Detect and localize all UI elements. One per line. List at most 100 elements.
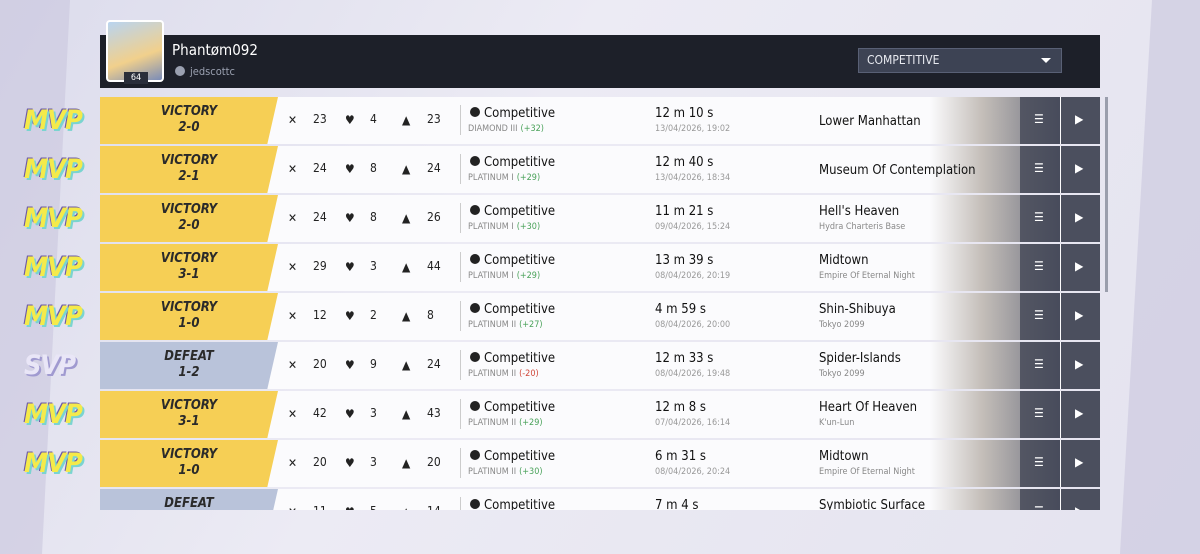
assists-icon: ▲ [402,162,411,176]
rank-change: (+32) [520,124,544,134]
map-name: Shin-Shibuya [819,302,896,317]
details-button[interactable]: ☰ [1020,244,1060,291]
score: 2-0 [178,120,200,135]
mode: Competitive [470,400,555,415]
deaths: 9 [370,357,377,371]
badge: MVP [24,105,83,136]
deaths: 3 [370,406,377,420]
match-row[interactable]: VICTORY 3-1 ✕ 42 ♥ 3 ▲ 43 Competitive PLATINUM II… [100,391,1100,438]
details-button[interactable]: ☰ [1020,146,1060,193]
score: 1-0 [178,316,200,331]
duration: 12 m 40 s [655,155,714,170]
rank: PLATINUM II [468,369,517,379]
match-row[interactable]: DEFEAT ✕ 11 ♥ 5 ▲ 14 Competitive 7 m 4 s Symbioti… [100,489,1100,510]
result: VICTORY [160,153,218,168]
rank-change: (+30) [516,222,541,232]
mode: Competitive [470,351,555,366]
assists: 20 [427,455,441,469]
mode: Competitive [470,449,555,464]
replay-button[interactable]: ▶ [1061,293,1100,340]
separator [460,350,461,380]
map-name: Hell's Heaven [819,204,900,219]
assists-icon: ▲ [402,211,411,225]
details-button[interactable]: ☰ [1020,293,1060,340]
rank-change: (+29) [516,271,541,281]
replay-button[interactable]: ▶ [1061,440,1100,487]
deaths-icon: ♥ [345,407,355,421]
rank-change: (-20) [519,369,539,379]
match-row[interactable]: VICTORY 2-0 ✕ 23 ♥ 4 ▲ 23 Competitive DIAMOND III… [100,97,1100,144]
replay-button[interactable]: ▶ [1061,489,1100,510]
score: 3-1 [178,414,200,429]
handle: jedscottc [190,65,235,78]
deaths-icon: ♥ [345,358,355,372]
result-panel: VICTORY 2-0 [100,97,278,144]
match-row[interactable]: VICTORY 2-1 ✕ 24 ♥ 8 ▲ 24 Competitive PLATINUM I(… [100,146,1100,193]
details-button[interactable]: ☰ [1020,440,1060,487]
deaths: 3 [370,455,377,469]
sub-map: Tokyo 2099 [819,369,865,379]
assists: 8 [427,308,434,322]
separator [460,252,461,282]
badge: MVP [24,154,83,185]
replay-button[interactable]: ▶ [1061,195,1100,242]
rank-line: PLATINUM I (+29) [468,173,540,183]
separator [460,448,461,478]
badge: MVP [24,203,83,234]
duration: 12 m 8 s [655,400,706,415]
match-row[interactable]: VICTORY 3-1 ✕ 29 ♥ 3 ▲ 44 Competitive PLATINUM I(… [100,244,1100,291]
details-button[interactable]: ☰ [1020,195,1060,242]
assists-icon: ▲ [402,309,411,323]
rank-line: PLATINUM II (+27) [468,320,543,330]
result-panel: VICTORY 1-0 [100,293,278,340]
replay-button[interactable]: ▶ [1061,97,1100,144]
sub-map: Empire Of Eternal Night [819,271,915,281]
match-row[interactable]: VICTORY 1-0 ✕ 20 ♥ 3 ▲ 20 Competitive PLATINUM II… [100,440,1100,487]
date: 08/04/2026, 20:00 [655,320,731,330]
replay-button[interactable]: ▶ [1061,391,1100,438]
kills-icon: ✕ [288,456,298,470]
deaths: 2 [370,308,377,322]
mode: Competitive [470,302,555,317]
kills-icon: ✕ [288,309,298,323]
assists-icon: ▲ [402,113,411,127]
rank-line: PLATINUM II (+29) [468,418,543,428]
sub-map: Tokyo 2099 [819,320,865,330]
replay-button[interactable]: ▶ [1061,342,1100,389]
details-button[interactable]: ☰ [1020,391,1060,438]
details-button[interactable]: ☰ [1020,97,1060,144]
map-name: Lower Manhattan [819,114,921,129]
result: VICTORY [160,251,218,266]
deaths-icon: ♥ [345,456,355,470]
rank-line: PLATINUM II (-20) [468,369,539,379]
rank: PLATINUM I [468,222,514,232]
kills-icon: ✕ [288,211,298,225]
badge: MVP [24,448,83,479]
duration: 6 m 31 s [655,449,706,464]
assists-icon: ▲ [402,456,411,470]
date: 08/04/2026, 20:19 [655,271,731,281]
details-button[interactable]: ☰ [1020,489,1060,510]
assists: 43 [427,406,441,420]
match-row[interactable]: VICTORY 1-0 ✕ 12 ♥ 2 ▲ 8 Competitive PLATINUM II(… [100,293,1100,340]
kills: 12 [313,308,327,322]
match-row[interactable]: VICTORY 2-0 ✕ 24 ♥ 8 ▲ 26 Competitive PLATINUM I(… [100,195,1100,242]
match-row[interactable]: DEFEAT 1-2 ✕ 20 ♥ 9 ▲ 24 Competitive PLATINUM II(… [100,342,1100,389]
replay-button[interactable]: ▶ [1061,244,1100,291]
rank: PLATINUM II [468,320,517,330]
scrollbar[interactable] [1105,97,1108,292]
mode-dropdown[interactable]: COMPETITIVE [858,48,1062,73]
rank-line: PLATINUM II (+30) [468,467,543,477]
replay-button[interactable]: ▶ [1061,146,1100,193]
deaths: 4 [370,112,377,126]
badge: SVP [24,350,76,381]
details-button[interactable]: ☰ [1020,342,1060,389]
rank: PLATINUM I [468,173,514,183]
deaths: 8 [370,210,377,224]
separator [460,203,461,233]
rank-change: (+27) [519,320,543,330]
score: 1-2 [178,365,200,380]
assists: 24 [427,357,441,371]
badge: MVP [24,252,83,283]
